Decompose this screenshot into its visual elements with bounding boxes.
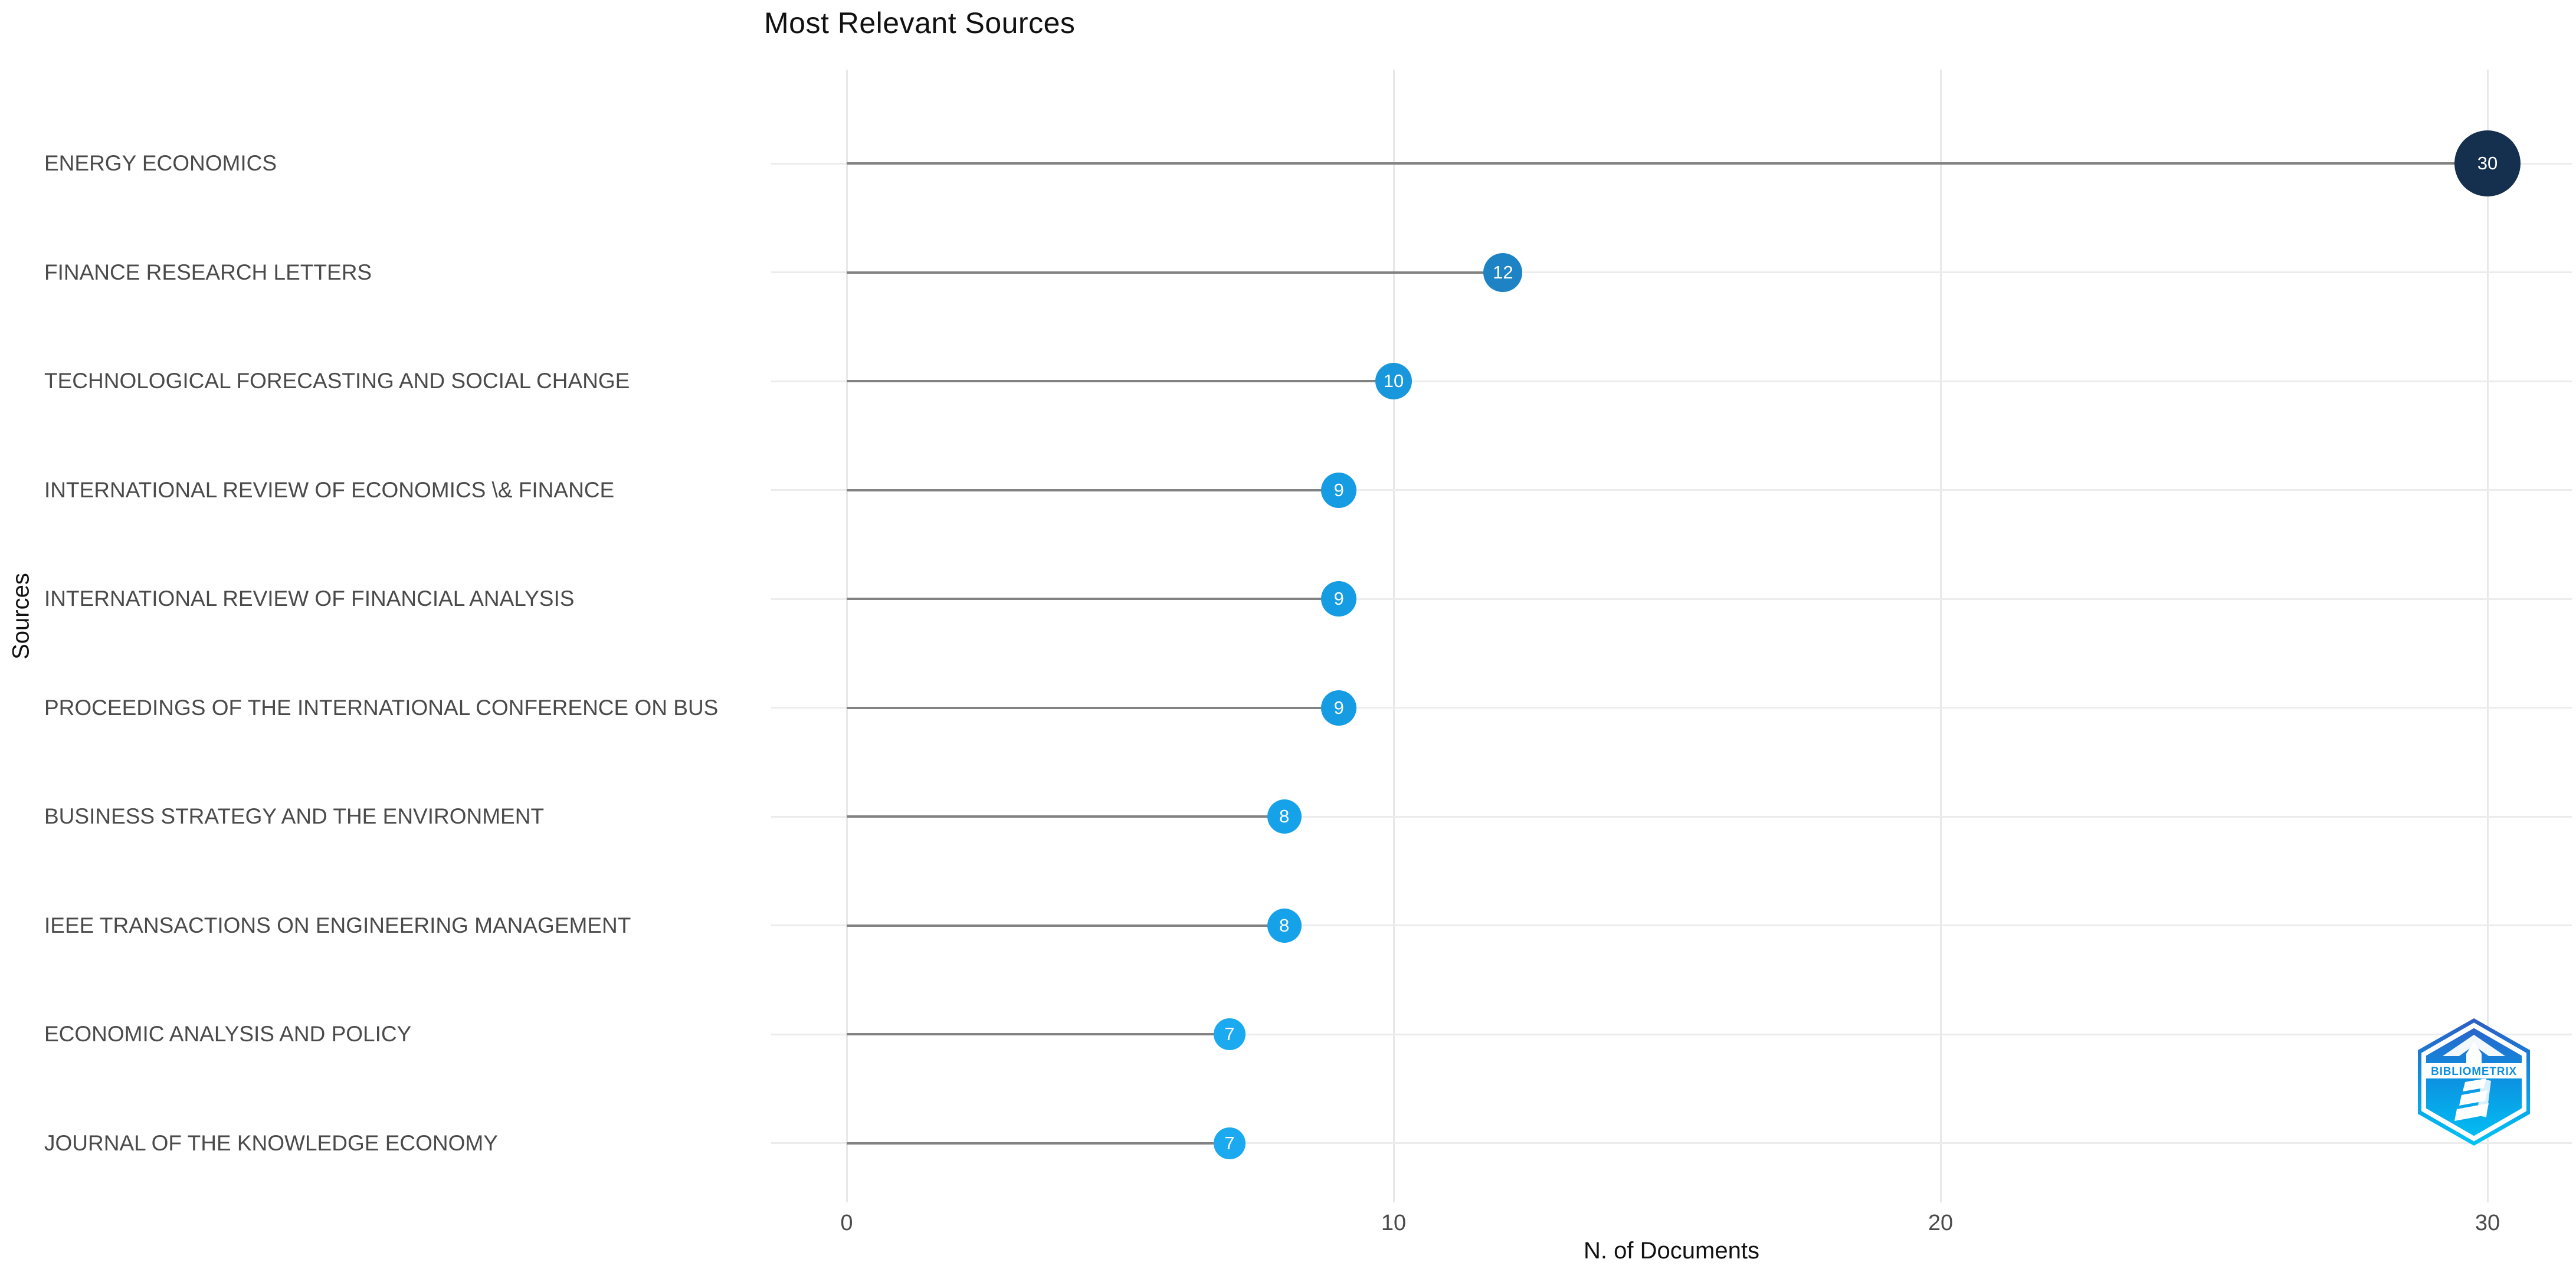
- lollipop-stem: [847, 380, 1394, 382]
- x-tick-label: 20: [1928, 1211, 1954, 1235]
- gridline-horizontal: [771, 598, 2572, 600]
- lollipop-stem: [847, 1142, 1230, 1145]
- category-label: BUSINESS STRATEGY AND THE ENVIRONMENT: [44, 804, 545, 828]
- lollipop-dot: 8: [1267, 799, 1302, 834]
- category-label: JOURNAL OF THE KNOWLEDGE ECONOMY: [44, 1130, 498, 1155]
- gridline-vertical: [2486, 70, 2489, 1202]
- x-tick-label: 10: [1381, 1211, 1407, 1235]
- gridline-horizontal: [771, 271, 2572, 273]
- bibliometrix-logo-icon: BIBLIOMETRIX: [2418, 1018, 2530, 1146]
- lollipop-stem: [847, 924, 1284, 927]
- gridline-vertical: [1392, 70, 1395, 1202]
- category-label: FINANCE RESEARCH LETTERS: [44, 260, 372, 284]
- category-label: TECHNOLOGICAL FORECASTING AND SOCIAL CHA…: [44, 369, 630, 393]
- category-label: INTERNATIONAL REVIEW OF ECONOMICS \& FIN…: [44, 477, 615, 502]
- category-label: INTERNATIONAL REVIEW OF FINANCIAL ANALYS…: [44, 586, 575, 611]
- bibliometrix-logo-text: BIBLIOMETRIX: [2431, 1065, 2517, 1078]
- x-tick-label: 0: [840, 1211, 853, 1235]
- category-label: ENERGY ECONOMICS: [44, 151, 277, 175]
- x-tick-label: 30: [2475, 1211, 2500, 1235]
- lollipop-dot: 10: [1375, 363, 1412, 399]
- bibliometrix-logo: BIBLIOMETRIX: [2413, 1016, 2535, 1148]
- lollipop-stem: [847, 706, 1339, 709]
- lollipop-dot: 9: [1321, 472, 1357, 508]
- gridline-horizontal: [771, 380, 2572, 382]
- category-label: PROCEEDINGS OF THE INTERNATIONAL CONFERE…: [44, 695, 719, 720]
- gridline-horizontal: [771, 924, 2572, 926]
- gridline-horizontal: [771, 815, 2572, 818]
- x-axis-title: N. of Documents: [1584, 1238, 1759, 1264]
- lollipop-dot: 30: [2454, 130, 2521, 196]
- lollipop-dot: 9: [1321, 581, 1357, 617]
- lollipop-stem: [847, 815, 1284, 818]
- gridline-horizontal: [771, 489, 2572, 491]
- lollipop-dot: 8: [1267, 908, 1302, 943]
- category-label: IEEE TRANSACTIONS ON ENGINEERING MANAGEM…: [44, 913, 631, 937]
- category-label: ECONOMIC ANALYSIS AND POLICY: [44, 1022, 412, 1046]
- lollipop-stem: [847, 1033, 1230, 1035]
- lollipop-stem: [847, 598, 1339, 600]
- gridline-vertical: [845, 70, 848, 1202]
- gridline-horizontal: [771, 1142, 2572, 1144]
- gridline-horizontal: [771, 707, 2572, 709]
- gridline-horizontal: [771, 1033, 2572, 1035]
- lollipop-dot: 7: [1213, 1127, 1246, 1159]
- lollipop-stem: [847, 488, 1339, 491]
- lollipop-dot: 9: [1321, 690, 1357, 726]
- lollipop-dot: 12: [1483, 253, 1523, 292]
- lollipop-stem: [847, 271, 1503, 274]
- gridline-vertical: [1939, 70, 1942, 1202]
- y-axis-title: Sources: [8, 573, 34, 660]
- lollipop-dot: 7: [1213, 1018, 1246, 1050]
- chart-title: Most Relevant Sources: [764, 6, 1076, 40]
- lollipop-stem: [847, 162, 2487, 165]
